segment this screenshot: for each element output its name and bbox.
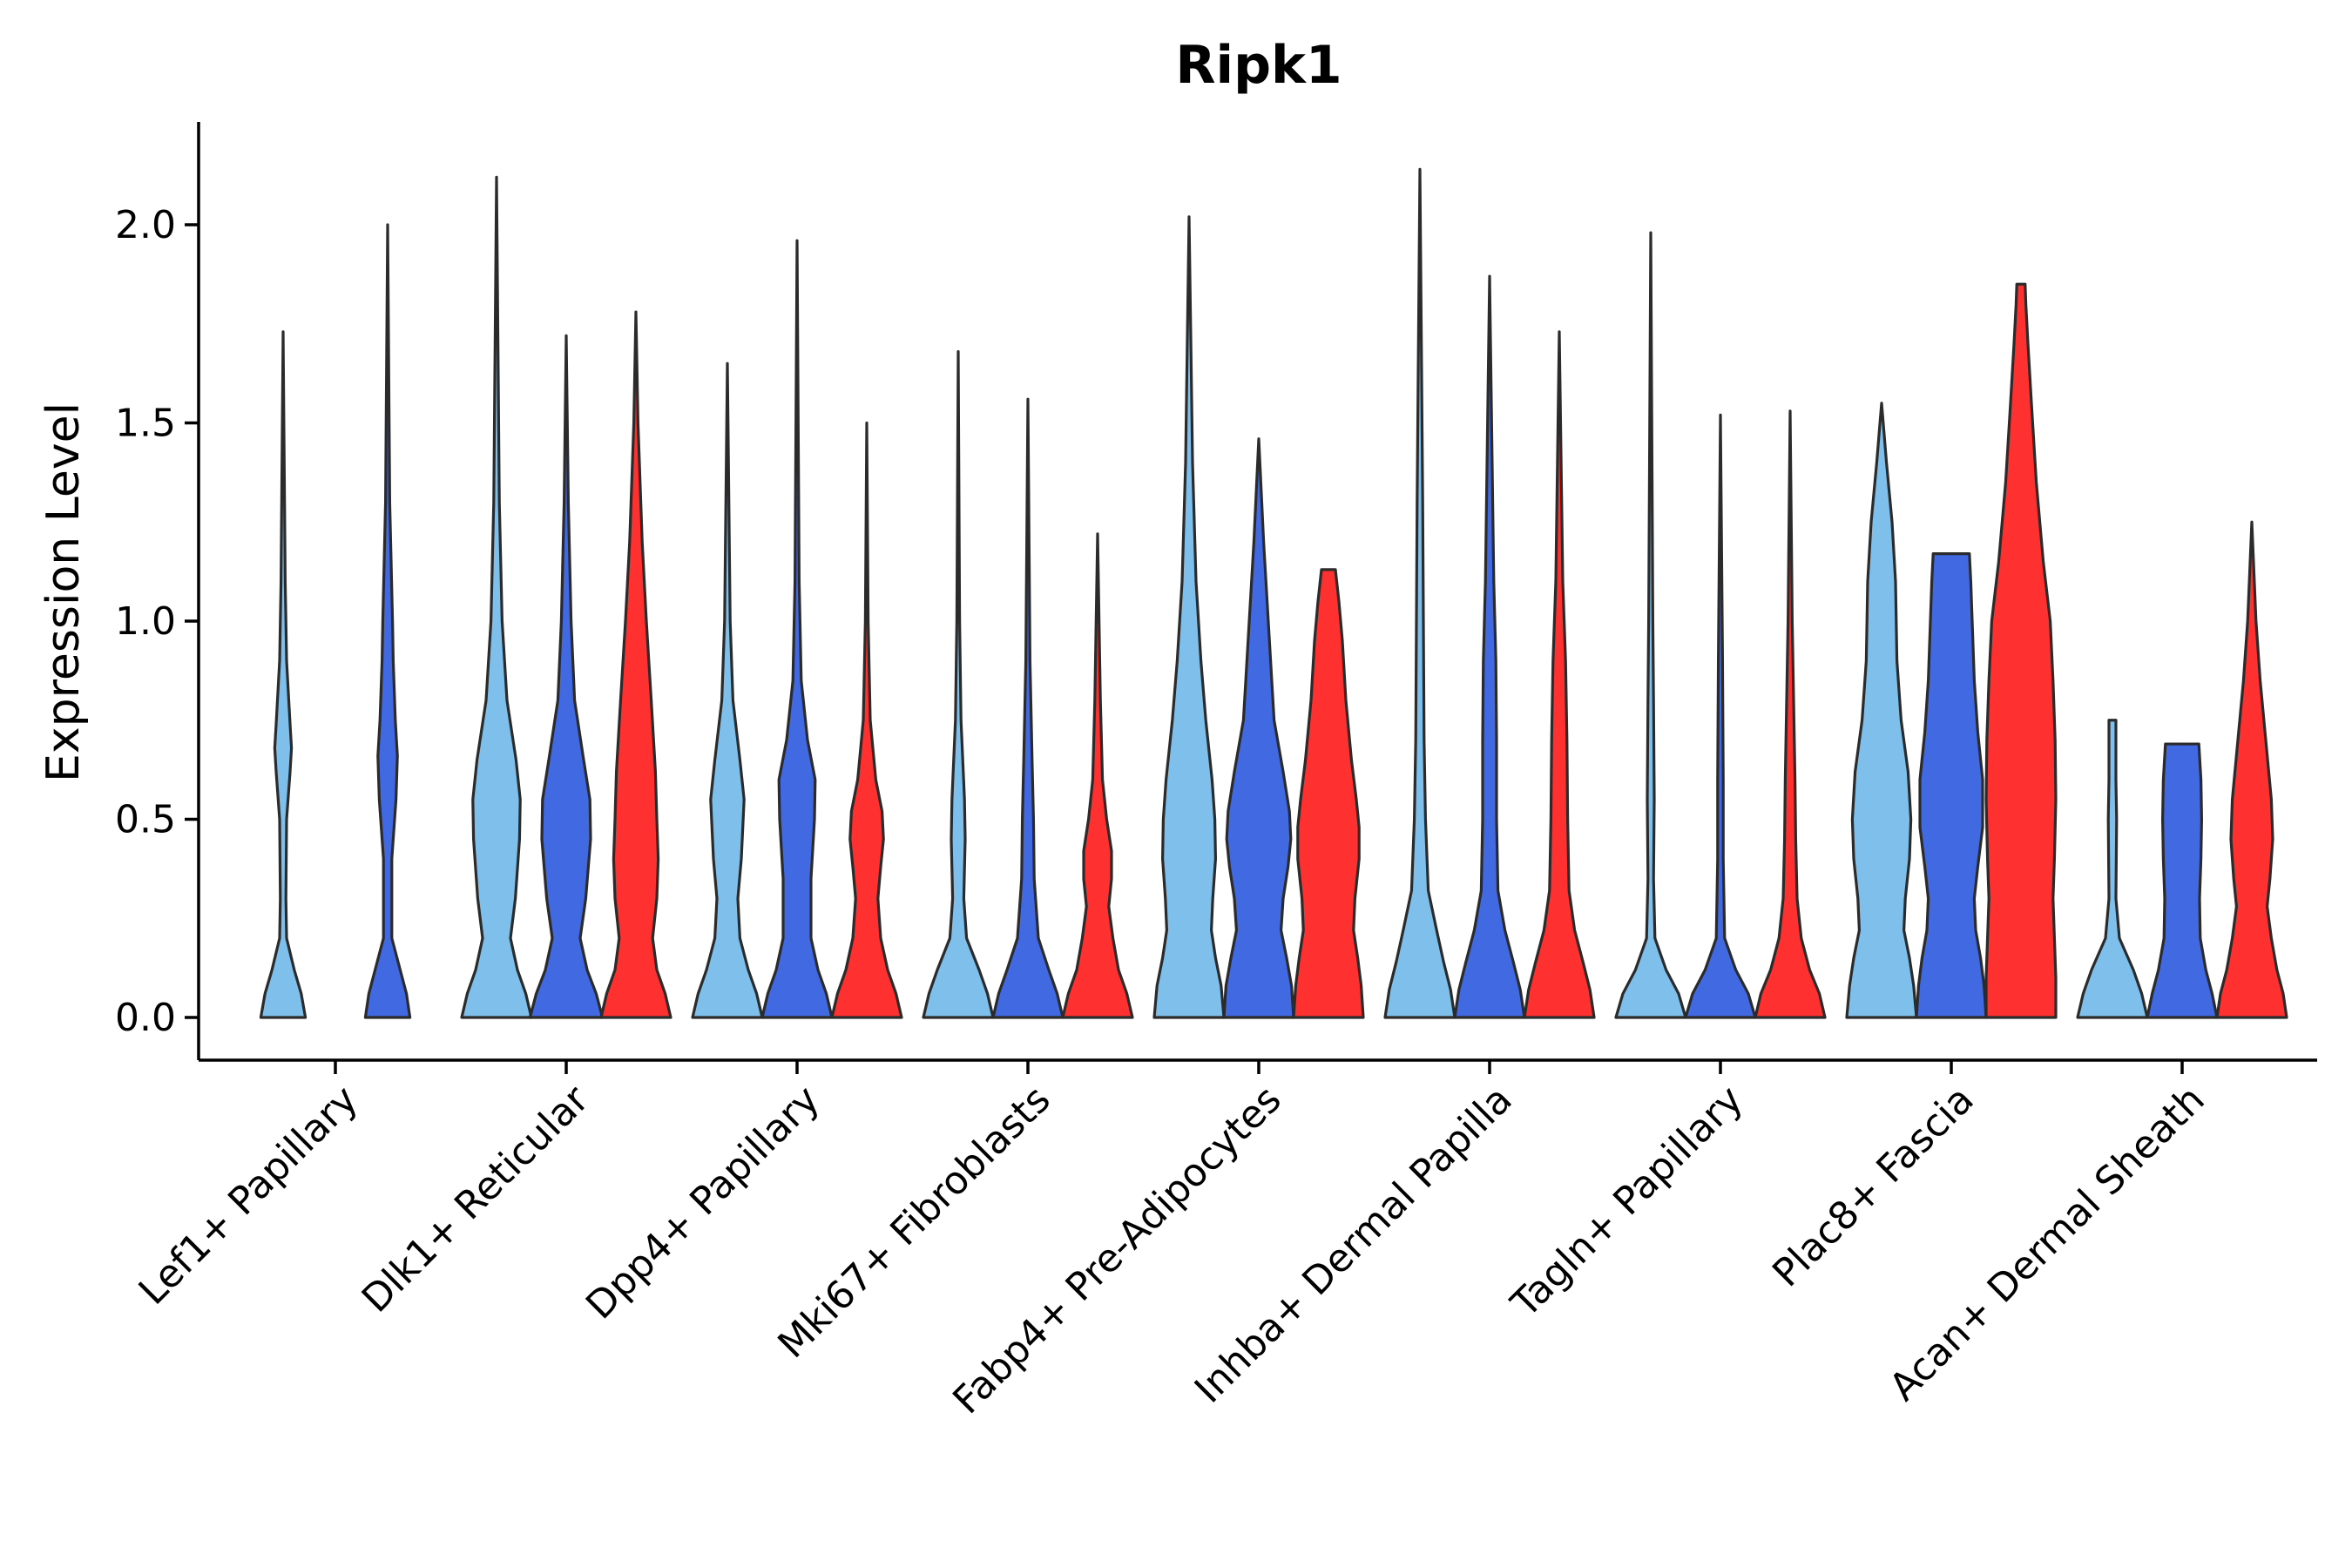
y-tick-label: 1.0 [115,599,176,644]
y-tick-label: 1.5 [115,402,176,446]
y-axis-label: Expression Level [37,402,90,782]
violin-dpp4-papillary-group-2 [760,239,834,1019]
violin-dlk1-reticular-group-2 [528,334,605,1019]
violin-fabp4-pre-adipocytes-group-1 [1152,215,1226,1019]
violin-inhba-dermal-papilla-group-3 [1523,330,1596,1019]
x-category-label: Dpp4+ Papillary [578,1078,828,1328]
violin-acan-dermal-sheath-group-3 [2215,520,2288,1019]
x-category-label: Lef1+ Papillary [131,1078,367,1314]
violin-plac8-fascia-group-3 [1984,282,2058,1019]
x-category-label: Dlk1+ Reticular [354,1077,598,1321]
violin-dpp4-papillary-group-3 [830,421,903,1019]
x-category-label: Plac8+ Fascia [1764,1078,1983,1296]
violin-dlk1-reticular-group-1 [460,175,533,1019]
violin-lef1-papillary-group-2 [363,223,412,1019]
violin-mki67-fibroblasts-group-1 [922,350,995,1019]
violin-tagln-papillary-group-2 [1684,413,1757,1019]
violin-acan-dermal-sheath-group-1 [2076,719,2149,1019]
y-tick-label: 2.0 [115,203,176,247]
violin-mki67-fibroblasts-group-3 [1061,532,1134,1019]
chart-title: Ripk1 [1175,35,1342,96]
violin-plac8-fascia-group-2 [1915,552,1988,1019]
violin-tagln-papillary-group-1 [1614,231,1687,1019]
x-category-label: Tagln+ Papillary [1503,1078,1752,1327]
y-tick-label: 0.5 [115,798,176,842]
violin-lef1-papillary-group-1 [259,330,308,1019]
violin-fabp4-pre-adipocytes-group-3 [1292,568,1365,1019]
violin-dlk1-reticular-group-3 [599,310,672,1019]
violin-plac8-fascia-group-1 [1845,402,1918,1019]
violin-inhba-dermal-papilla-group-1 [1383,167,1456,1019]
violin-tagln-papillary-group-3 [1754,409,1827,1019]
violin-acan-dermal-sheath-group-2 [2146,742,2219,1019]
violin-mki67-fibroblasts-group-2 [991,397,1064,1019]
y-tick-label: 0.0 [115,996,176,1040]
violin-fabp4-pre-adipocytes-group-2 [1222,437,1295,1019]
y-axis: 0.0 0.5 1.0 1.5 2.0 [115,122,200,1060]
violin-inhba-dermal-papilla-group-2 [1453,274,1526,1019]
violin-group [259,167,2288,1019]
violin-dpp4-papillary-group-1 [691,362,764,1019]
